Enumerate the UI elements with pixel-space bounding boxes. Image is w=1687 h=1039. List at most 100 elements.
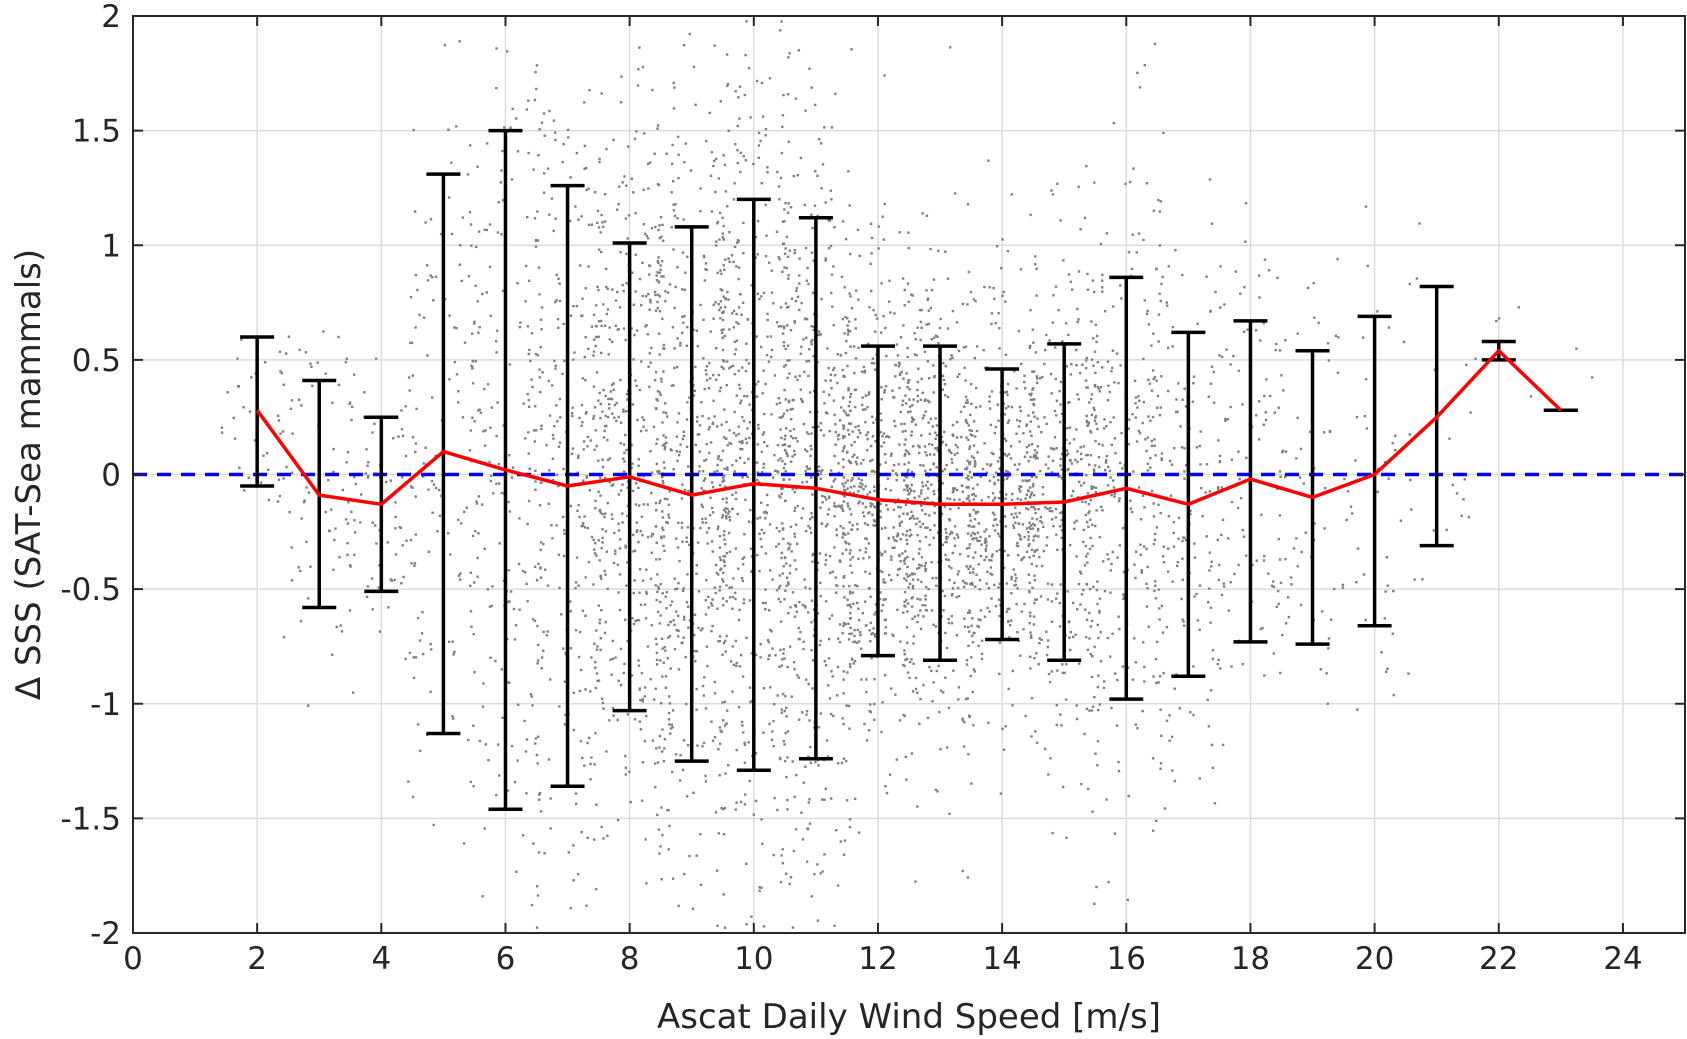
scatter-point (874, 440, 877, 443)
scatter-point (878, 597, 882, 601)
scatter-point (1193, 595, 1196, 598)
scatter-point (267, 498, 270, 502)
scatter-point (920, 580, 923, 584)
scatter-point (1127, 251, 1131, 254)
scatter-point (1152, 332, 1155, 335)
scatter-point (1263, 554, 1266, 558)
scatter-point (1033, 601, 1036, 605)
scatter-point (1001, 727, 1004, 731)
scatter-point (649, 361, 652, 364)
scatter-point (973, 356, 976, 360)
scatter-point (1141, 494, 1145, 497)
scatter-point (1001, 294, 1004, 298)
scatter-point (742, 602, 745, 605)
scatter-point (569, 176, 572, 179)
scatter-point (1015, 544, 1019, 547)
scatter-point (899, 336, 903, 339)
scatter-point (968, 571, 972, 574)
scatter-point (734, 143, 737, 146)
scatter-point (371, 521, 374, 524)
scatter-point (644, 232, 647, 236)
scatter-point (921, 481, 924, 484)
scatter-point (595, 803, 598, 806)
scatter-point (804, 606, 807, 609)
scatter-point (672, 619, 675, 622)
scatter-point (637, 664, 641, 667)
scatter-point (528, 405, 531, 408)
scatter-point (1041, 486, 1045, 489)
scatter-point (1033, 449, 1037, 452)
scatter-point (838, 419, 842, 422)
scatter-point (577, 503, 580, 507)
scatter-point (237, 385, 240, 388)
scatter-point (598, 621, 601, 625)
scatter-point (1059, 420, 1062, 424)
scatter-point (1181, 618, 1184, 621)
scatter-point (534, 742, 537, 745)
scatter-point (1165, 625, 1169, 629)
scatter-point (859, 647, 863, 650)
scatter-point (503, 126, 506, 129)
scatter-point (828, 697, 832, 700)
scatter-point (537, 266, 541, 269)
scatter-point (972, 444, 976, 447)
scatter-point (333, 538, 336, 542)
scatter-point (1074, 633, 1077, 636)
scatter-point (948, 497, 952, 501)
scatter-point (762, 532, 766, 535)
scatter-point (1050, 509, 1054, 513)
scatter-point (677, 614, 680, 617)
scatter-point (601, 536, 604, 540)
scatter-point (1046, 645, 1049, 649)
scatter-point (1006, 421, 1010, 424)
scatter-point (956, 452, 959, 455)
scatter-point (1100, 505, 1103, 509)
scatter-point (910, 658, 913, 661)
scatter-point (711, 481, 714, 484)
scatter-point (864, 624, 868, 627)
scatter-point (946, 327, 950, 330)
scatter-point (1137, 395, 1140, 398)
scatter-point (759, 656, 762, 659)
scatter-point (1007, 453, 1011, 456)
scatter-point (279, 370, 282, 373)
scatter-point (745, 20, 748, 23)
scatter-point (788, 52, 791, 55)
scatter-point (740, 577, 744, 580)
scatter-point (778, 401, 782, 405)
scatter-point (1031, 517, 1034, 520)
scatter-point (1183, 387, 1186, 390)
scatter-point (1004, 525, 1007, 528)
scatter-point (841, 509, 845, 513)
scatter-point (409, 538, 412, 542)
scatter-point (594, 344, 597, 348)
scatter-point (502, 424, 505, 427)
scatter-point (974, 551, 977, 554)
scatter-point (1069, 280, 1072, 284)
scatter-point (636, 84, 640, 87)
scatter-point (1154, 584, 1157, 587)
scatter-point (933, 511, 936, 515)
scatter-point (716, 869, 719, 872)
scatter-point (820, 297, 823, 301)
scatter-point (703, 489, 706, 492)
scatter-point (798, 257, 801, 260)
scatter-point (1093, 181, 1096, 184)
scatter-point (833, 413, 836, 417)
scatter-point (918, 540, 922, 543)
scatter-point (1109, 591, 1112, 594)
scatter-point (937, 664, 940, 668)
scatter-point (652, 425, 656, 428)
scatter-point (1004, 300, 1007, 303)
scatter-point (625, 448, 628, 452)
scatter-point (920, 489, 923, 492)
scatter-point (924, 604, 927, 607)
scatter-point (1093, 902, 1096, 905)
scatter-point (1084, 636, 1088, 639)
scatter-point (951, 461, 954, 464)
scatter-point (656, 127, 659, 130)
scatter-point (671, 143, 674, 147)
scatter-point (1005, 454, 1009, 458)
scatter-point (688, 543, 691, 546)
scatter-point (989, 463, 993, 466)
